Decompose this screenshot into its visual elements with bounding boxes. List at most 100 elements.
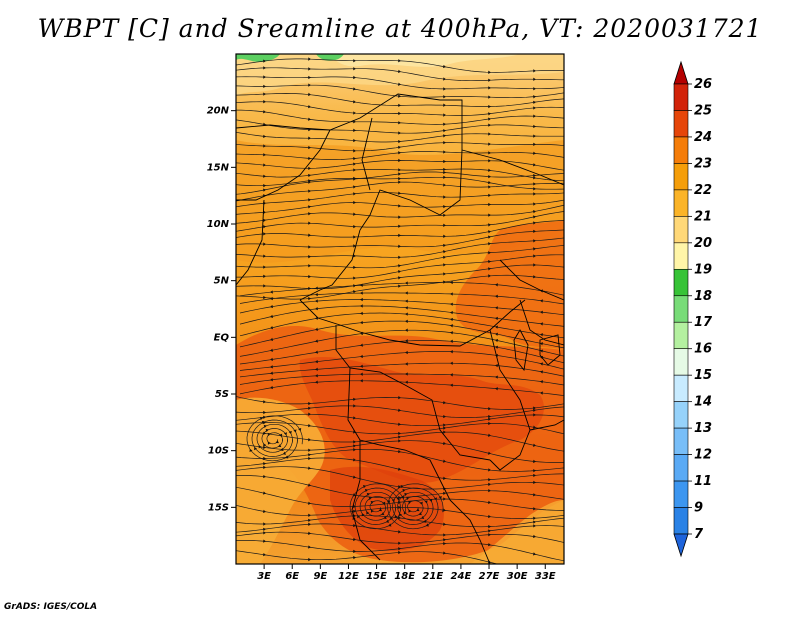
- streamline-arrow: [443, 167, 446, 172]
- streamline-arrow: [315, 367, 318, 371]
- streamline-arrow: [540, 310, 543, 314]
- streamline-arrow: [443, 195, 446, 199]
- streamline-arrow: [443, 95, 446, 99]
- streamline-arrow: [353, 509, 356, 514]
- streamline-arrow: [262, 491, 266, 495]
- streamline-arrow: [270, 326, 274, 330]
- lake-outline: [539, 334, 561, 366]
- streamline-arrow: [408, 500, 412, 504]
- streamline: [236, 448, 564, 472]
- streamline-arrow: [533, 493, 536, 497]
- streamline-arrow: [540, 333, 543, 337]
- streamline-arrow: [315, 359, 318, 364]
- streamline-arrow: [315, 339, 319, 343]
- streamline-arrow: [488, 223, 491, 227]
- streamline-arrow: [353, 138, 356, 143]
- streamline-arrow: [360, 320, 363, 325]
- streamline-arrow: [488, 525, 491, 529]
- streamline-arrow: [263, 410, 266, 415]
- country-border: [299, 229, 361, 301]
- streamline-arrow: [405, 312, 408, 316]
- streamline: [236, 440, 564, 463]
- streamline-arrow: [533, 100, 536, 105]
- streamline-arrow: [398, 204, 401, 208]
- streamline-arrow: [405, 319, 408, 323]
- streamline-arrow: [270, 357, 273, 362]
- streamline-arrow: [533, 202, 536, 206]
- streamline-arrow: [488, 407, 491, 411]
- streamline: [407, 500, 424, 513]
- streamline-arrow: [540, 342, 544, 346]
- streamline-arrow: [308, 221, 311, 225]
- country-border: [347, 367, 451, 501]
- streamline-arrow: [488, 86, 491, 90]
- streamline-arrow: [315, 350, 318, 354]
- streamline-arrow: [533, 534, 536, 539]
- streamline-arrow: [495, 345, 498, 349]
- streamline-arrow: [488, 235, 491, 239]
- chart-title: WBPT [C] and Sreamline at 400hPa, VT: 20…: [37, 14, 763, 43]
- streamline-arrow: [370, 500, 374, 504]
- colorbar-segment: [673, 216, 689, 244]
- colorbar-segment: [673, 110, 689, 138]
- streamline-arrow: [533, 524, 536, 528]
- streamline-arrow: [533, 69, 536, 73]
- streamline-arrow: [488, 543, 491, 547]
- wbpt-band-19: [330, 54, 520, 67]
- lon-tick-label: 9E: [313, 571, 327, 582]
- streamline-arrow: [315, 299, 318, 303]
- streamline-arrow: [398, 168, 401, 172]
- streamline-arrow: [442, 250, 446, 254]
- streamline-arrow: [308, 145, 311, 150]
- streamline-arrow: [443, 243, 446, 248]
- streamline-arrow: [364, 488, 368, 493]
- streamline-arrow: [488, 482, 491, 487]
- plot-frame: [235, 53, 565, 565]
- streamline-arrow: [263, 462, 266, 466]
- lon-tick-label: 33E: [535, 571, 556, 582]
- streamline-arrow: [353, 67, 356, 71]
- country-border: [449, 499, 491, 564]
- streamline-arrow: [398, 59, 401, 63]
- lat-tick-label: 5S: [215, 389, 229, 400]
- streamline: [236, 76, 564, 90]
- streamline-arrow: [443, 441, 446, 445]
- streamline-arrow: [263, 134, 266, 138]
- country-border: [236, 199, 265, 286]
- streamline: [236, 84, 564, 99]
- streamline-arrow: [450, 317, 453, 322]
- streamline: [236, 93, 564, 107]
- streamline-arrow: [353, 157, 356, 161]
- streamline-arrow: [361, 513, 365, 517]
- streamline: [236, 413, 564, 427]
- streamline-arrow: [398, 69, 401, 74]
- streamline-arrow: [391, 498, 395, 502]
- streamline-arrow: [263, 174, 266, 178]
- streamline-arrow: [308, 406, 311, 410]
- streamline-arrow: [275, 440, 279, 444]
- streamline-arrow: [450, 350, 453, 354]
- streamline-arrow: [308, 136, 311, 140]
- colorbar-label: 24: [694, 130, 712, 145]
- streamline-arrow: [308, 412, 311, 416]
- colorbar-segment: [673, 374, 689, 402]
- colorbar-segment: [673, 454, 689, 482]
- streamline: [239, 351, 564, 371]
- streamline-arrow: [398, 233, 401, 238]
- streamline-arrow: [353, 192, 356, 196]
- streamline-arrow: [495, 387, 498, 391]
- streamline-arrow: [398, 547, 401, 551]
- streamline-arrow: [308, 57, 311, 61]
- streamline-arrow: [488, 414, 491, 419]
- colorbar-label: 14: [694, 395, 712, 410]
- colorbar-segment: [673, 295, 689, 323]
- streamline: [236, 504, 564, 519]
- streamline-arrow: [357, 515, 361, 519]
- streamline-arrow: [488, 417, 491, 421]
- colorbar-segment: [673, 268, 689, 297]
- streamline-arrow: [398, 224, 401, 228]
- streamline-arrow: [533, 413, 536, 417]
- streamline-arrow: [450, 339, 453, 343]
- streamline-arrow: [263, 552, 266, 557]
- streamline-arrow: [533, 192, 536, 196]
